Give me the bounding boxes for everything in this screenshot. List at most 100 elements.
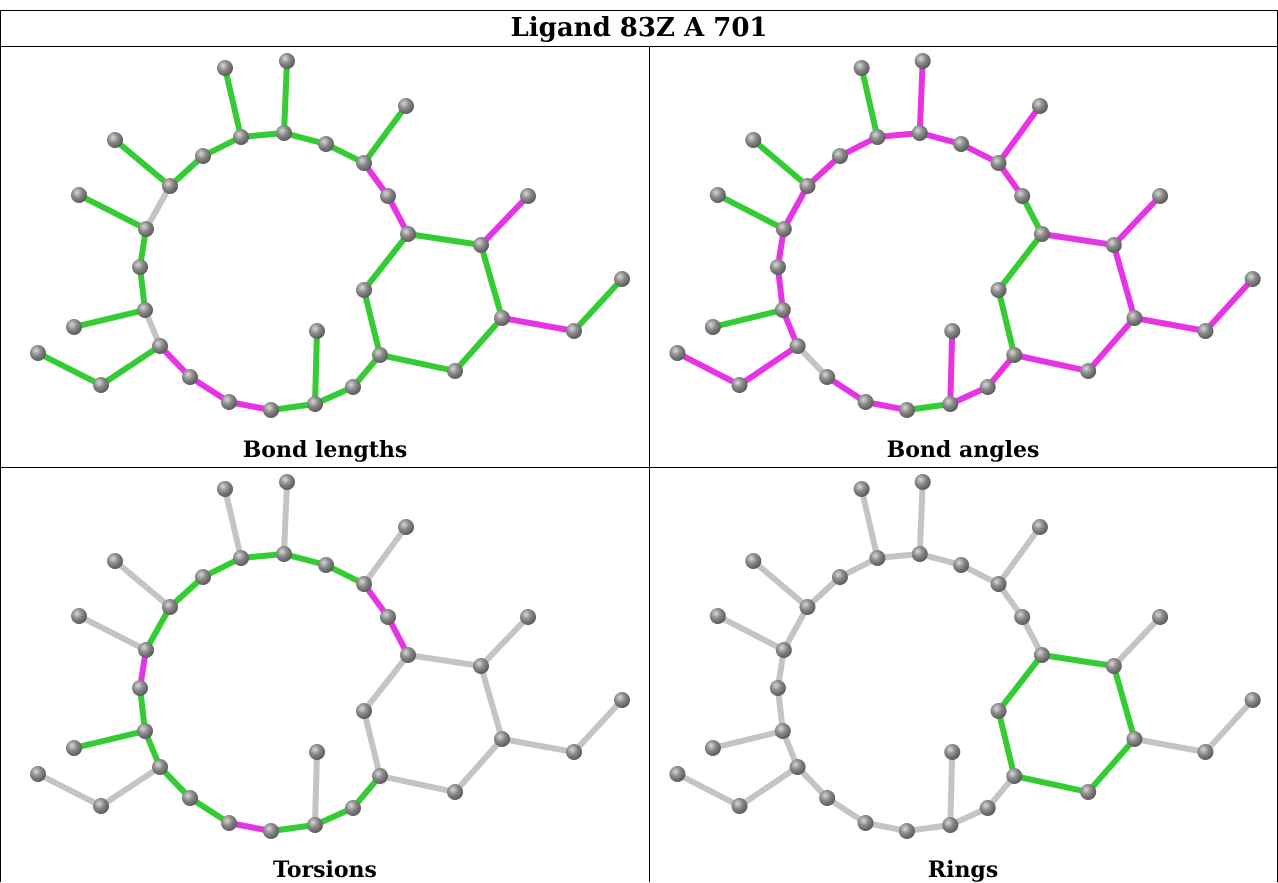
atom	[869, 129, 886, 145]
atom	[857, 394, 874, 410]
atom	[318, 136, 334, 152]
atom	[898, 402, 915, 418]
atom	[990, 576, 1007, 592]
atom	[107, 132, 123, 148]
atom	[614, 692, 630, 708]
atom	[1033, 226, 1050, 242]
bond	[995, 103, 1043, 166]
atom	[107, 553, 123, 569]
bond	[1131, 315, 1209, 334]
bond	[1110, 242, 1138, 321]
bond	[361, 103, 409, 166]
atom	[566, 323, 582, 339]
atom	[447, 784, 463, 800]
atom	[309, 323, 325, 339]
atom	[307, 817, 323, 833]
atom	[857, 815, 874, 831]
bond	[405, 652, 484, 669]
bond	[281, 479, 290, 557]
atom	[1105, 237, 1122, 253]
atom	[276, 125, 292, 141]
atom	[263, 823, 279, 839]
atom	[1152, 188, 1169, 204]
bond	[674, 771, 743, 809]
atom	[704, 740, 721, 756]
atom	[799, 599, 816, 615]
atom	[276, 546, 292, 562]
figure-title: Ligand 83Z A 701	[510, 13, 768, 43]
caption-bond-angles: Bond angles	[886, 437, 1040, 463]
atom	[318, 557, 334, 573]
caption-torsions: Torsions	[273, 857, 377, 883]
atom	[990, 282, 1007, 298]
atom	[372, 768, 388, 784]
atom	[1006, 768, 1023, 784]
atom	[1105, 658, 1122, 674]
atom	[71, 608, 87, 624]
bond	[674, 350, 743, 388]
bond	[1110, 193, 1164, 248]
bond	[1038, 652, 1117, 669]
bond	[995, 652, 1045, 714]
atom	[831, 148, 848, 164]
atom	[990, 155, 1007, 171]
atom	[731, 377, 748, 393]
bond	[571, 276, 625, 334]
atom	[789, 759, 806, 775]
atom	[372, 347, 388, 363]
atom	[162, 178, 178, 194]
atom	[356, 576, 372, 592]
atom	[309, 744, 325, 760]
atom	[195, 569, 211, 585]
panel-bond-lengths	[30, 53, 630, 418]
atom	[195, 148, 211, 164]
atom	[132, 259, 148, 275]
top-border	[0, 10, 1278, 11]
atom	[233, 129, 249, 145]
bond	[377, 773, 458, 795]
bond	[361, 231, 411, 293]
atom	[853, 60, 870, 76]
atom	[263, 402, 279, 418]
bond	[1011, 773, 1092, 795]
bond	[995, 524, 1043, 587]
bond	[35, 350, 104, 388]
bond	[222, 65, 244, 140]
atom	[398, 519, 414, 535]
atom	[233, 550, 249, 566]
atom	[953, 136, 970, 152]
atom	[819, 790, 836, 806]
bond	[281, 58, 290, 136]
atom	[769, 680, 786, 696]
caption-bond-lengths: Bond lengths	[242, 437, 408, 463]
atom	[182, 369, 198, 385]
atom	[182, 790, 198, 806]
bond	[143, 604, 173, 653]
atom	[769, 259, 786, 275]
bond	[452, 736, 505, 795]
bond	[1110, 663, 1138, 742]
atom	[356, 282, 372, 298]
bond	[35, 771, 104, 809]
atom	[911, 125, 928, 141]
atom	[944, 744, 961, 760]
atom	[911, 546, 928, 562]
atom	[942, 817, 959, 833]
bond	[709, 728, 786, 751]
atom	[669, 766, 686, 782]
atom	[1006, 347, 1023, 363]
bond	[478, 193, 531, 248]
atom	[831, 569, 848, 585]
atom	[66, 740, 82, 756]
bond	[312, 749, 320, 828]
bond	[916, 58, 926, 136]
atom	[979, 800, 996, 816]
atom	[217, 60, 233, 76]
bond	[1110, 614, 1164, 669]
bond	[858, 65, 881, 140]
atom	[71, 187, 87, 203]
bond	[377, 352, 458, 374]
atom	[914, 474, 931, 490]
atom	[1031, 519, 1048, 535]
atom	[869, 550, 886, 566]
